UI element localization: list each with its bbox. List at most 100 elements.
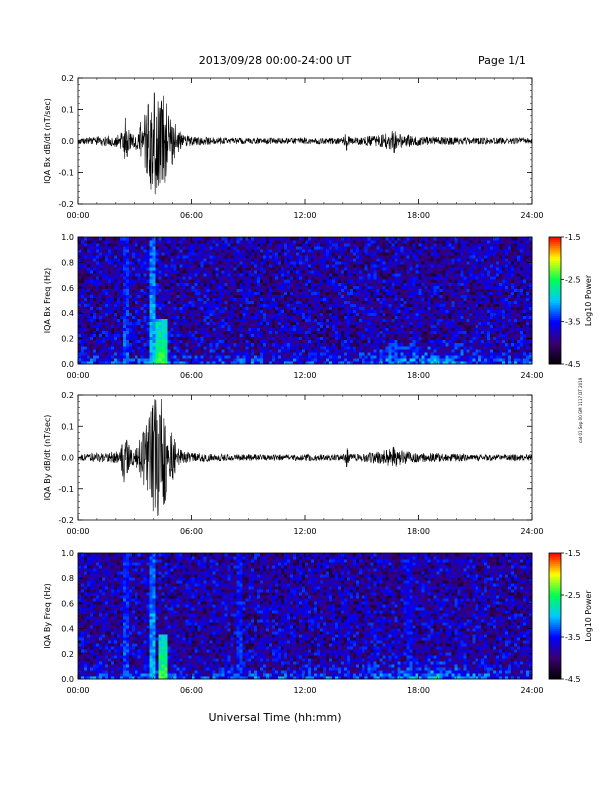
spectrogram-cell (328, 267, 333, 271)
spectrogram-cell (191, 327, 195, 332)
spectrogram-cell (316, 267, 321, 271)
spectrogram-cell (254, 267, 258, 271)
spectrogram-cell (95, 276, 100, 280)
spectrogram-cell (239, 330, 243, 335)
spectrogram-cell (215, 321, 219, 326)
spectrogram-cell (101, 321, 106, 326)
x-tick-label: 00:00 (66, 211, 89, 220)
spectrogram-cell (385, 255, 390, 259)
spectrogram-cell (257, 297, 261, 301)
spectrogram-cell (194, 237, 198, 241)
spectrogram-cell (296, 297, 300, 301)
spectrogram-cell (146, 333, 151, 338)
spectrogram-cell (101, 357, 106, 362)
spectrogram-cell (101, 237, 106, 241)
spectrogram-cell (257, 306, 261, 310)
spectrogram-cell (281, 333, 285, 338)
spectrogram-cell (269, 351, 273, 356)
spectrogram-cell (307, 339, 312, 344)
spectrogram-cell (200, 318, 204, 323)
spectrogram-cell (203, 306, 207, 310)
spectrogram-cell (119, 285, 124, 289)
spectrogram-cell (227, 291, 231, 295)
spectrogram-cell (337, 312, 342, 317)
spectrogram-cell (263, 306, 267, 310)
spectrogram-cell (78, 360, 82, 365)
spectrogram-cell (128, 330, 133, 335)
spectrogram-cell (92, 333, 97, 338)
spectrogram-cell (287, 288, 291, 292)
spectrogram-cell (140, 273, 145, 277)
spectrogram-cell (104, 306, 109, 310)
spectrogram-cell (155, 324, 160, 329)
spectrogram-cell (116, 324, 121, 329)
spectrogram-cell (215, 261, 219, 265)
spectrogram-cell (101, 249, 106, 253)
spectrogram-cell (86, 360, 91, 365)
spectrogram-cell (200, 285, 204, 289)
spectrogram-cell (331, 264, 336, 268)
spectrogram-cell (278, 300, 282, 304)
spectrogram-cell (325, 351, 330, 356)
spectrogram-cell (89, 318, 94, 323)
spectrogram-cell (313, 339, 318, 344)
spectrogram-cell (305, 336, 309, 341)
spectrogram-cell (80, 303, 85, 307)
spectrogram-cell (331, 300, 336, 304)
spectrogram-cell (352, 312, 357, 317)
spectrogram-cell (349, 312, 354, 317)
spectrogram-cell (251, 357, 255, 362)
spectrogram-cell (101, 285, 106, 289)
spectrogram-cell (86, 249, 91, 253)
spectrogram-cell (185, 330, 189, 335)
spectrogram-cell (367, 306, 372, 310)
spectrogram-cell (182, 318, 186, 323)
spectrogram-cell (379, 267, 384, 271)
spectrogram-cell (200, 303, 204, 307)
spectrogram-cell (355, 345, 360, 350)
spectrogram-cell (290, 258, 294, 262)
spectrogram-cell (358, 348, 363, 353)
spectrogram-cell (346, 249, 351, 253)
spectrogram-cell (266, 357, 270, 362)
spectrogram-cell (299, 303, 303, 307)
spectrogram-cell (98, 318, 103, 323)
spectrogram-cell (95, 327, 100, 332)
spectrogram-cell (352, 243, 357, 247)
spectrogram-cell (155, 240, 160, 244)
spectrogram-cell (361, 303, 366, 307)
spectrogram-cell (215, 270, 219, 274)
spectrogram-cell (310, 306, 315, 310)
spectrogram-cell (346, 342, 351, 347)
spectrogram-cell (322, 267, 327, 271)
spectrogram-cells (78, 237, 533, 365)
spectrogram-cell (215, 330, 219, 335)
spectrogram-cell (415, 276, 419, 280)
spectrogram-cell (104, 261, 109, 265)
spectrogram-cell (296, 336, 300, 341)
spectrogram-cell (185, 252, 189, 256)
spectrogram-cell (245, 267, 249, 271)
spectrogram-cell (86, 279, 91, 283)
spectrogram-cell (209, 261, 213, 265)
spectrogram-cell (349, 264, 354, 268)
spectrogram-cell (233, 273, 237, 277)
spectrogram-cell (275, 348, 279, 353)
spectrogram-cell (161, 273, 166, 277)
spectrogram-cell (158, 345, 163, 350)
spectrogram-cell (421, 252, 425, 256)
spectrogram-cell (379, 318, 384, 323)
spectrogram-cell (221, 318, 225, 323)
spectrogram-cell (236, 309, 240, 313)
spectrogram-cell (137, 330, 142, 335)
spectrogram-cell (131, 357, 136, 362)
spectrogram-cell (152, 303, 157, 307)
spectrogram-cell (346, 243, 351, 247)
spectrogram-cell (331, 321, 336, 326)
waveform-trace (77, 92, 533, 195)
spectrogram-cell (376, 294, 381, 298)
spectrogram-cell (230, 279, 234, 283)
spectrogram-cell (239, 291, 243, 295)
spectrogram-cell (122, 267, 127, 271)
spectrogram-cell (167, 303, 171, 307)
